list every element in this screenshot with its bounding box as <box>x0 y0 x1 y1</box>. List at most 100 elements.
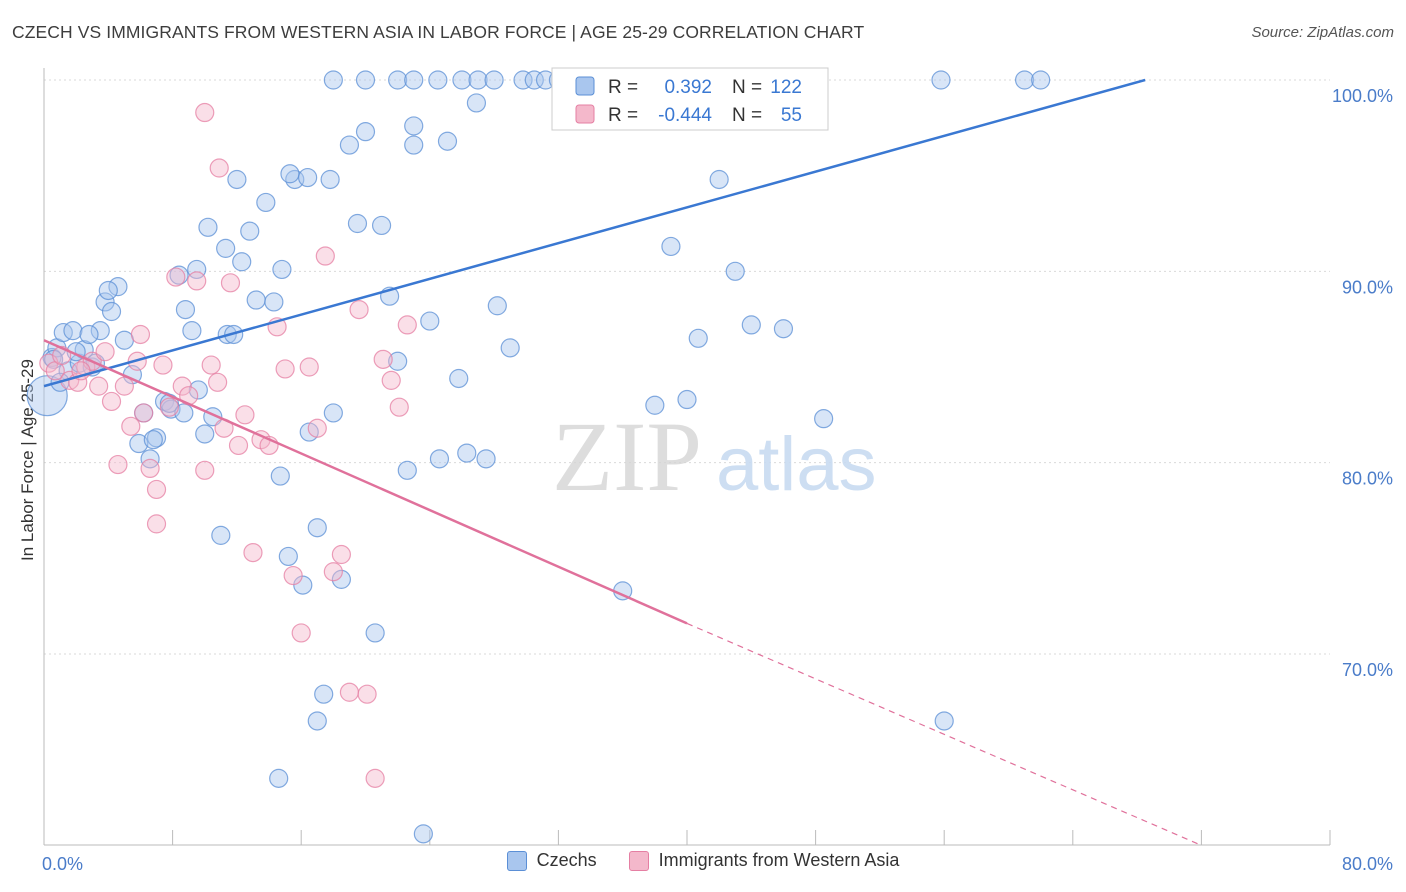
western-asia-point <box>339 682 360 702</box>
czech-point <box>53 322 73 343</box>
x-tick-label-max: 80.0% <box>1342 854 1393 874</box>
czech-point <box>270 466 290 486</box>
czech-point <box>677 389 697 410</box>
czech-point <box>449 368 469 389</box>
czech-point <box>339 135 360 155</box>
czech-point <box>404 116 424 136</box>
legend-item-czechs[interactable]: Czechs <box>506 850 597 871</box>
czech-point <box>188 380 208 400</box>
czech-point <box>95 292 115 312</box>
western-asia-point <box>101 391 122 412</box>
czech-point <box>645 395 665 415</box>
western-asia-point <box>397 315 417 335</box>
source-label: Source: ZipAtlas.com <box>1251 24 1394 41</box>
czech-point <box>468 70 488 90</box>
czech-point <box>143 430 163 450</box>
watermark-atlas: atlas <box>716 422 877 507</box>
western-asia-point <box>299 357 319 377</box>
legend-label-czechs: Czechs <box>536 850 597 870</box>
czech-point <box>388 351 408 371</box>
czech-point <box>169 265 189 285</box>
czech-point <box>101 301 122 322</box>
czech-point <box>280 164 300 184</box>
western-asia-point <box>187 271 207 291</box>
czech-point <box>187 259 207 280</box>
czech-point <box>413 824 433 844</box>
y-tick-label-100: 100.0% <box>1332 86 1393 106</box>
czech-point <box>98 280 118 301</box>
stats-legend-box <box>551 67 829 131</box>
x-tick-label-min: 0.0% <box>42 854 83 874</box>
bottom-legend: Czechs Immigrants from Western Asia <box>0 850 1406 871</box>
legend-item-western-asia[interactable]: Immigrants from Western Asia <box>628 850 900 871</box>
czech-point <box>323 70 343 90</box>
western-asia-point <box>209 158 229 178</box>
czech-point <box>90 321 110 341</box>
czech-point <box>484 70 504 90</box>
western-asia-point <box>365 768 385 788</box>
czech-point <box>264 292 284 312</box>
czech-point <box>272 259 292 280</box>
western-asia-point <box>331 544 351 565</box>
czech-point <box>216 238 236 258</box>
western-asia-trend-extension <box>686 622 1202 846</box>
czech-point <box>307 518 327 538</box>
czech-point <box>365 623 385 643</box>
stats-n-value-1: 55 <box>781 105 802 126</box>
czech-point <box>371 215 392 236</box>
western-asia-point <box>166 267 186 287</box>
czech-point <box>175 300 196 320</box>
western-asia-point <box>108 454 128 475</box>
czech-point <box>355 122 376 142</box>
czech-point <box>256 192 276 213</box>
western-asia-point <box>146 514 167 534</box>
czech-point <box>428 70 448 90</box>
stats-r-value-1: -0.444 <box>658 105 712 126</box>
y-tick-label-80: 80.0% <box>1342 469 1393 489</box>
western-asia-point <box>140 458 160 479</box>
legend-label-western-asia: Immigrants from Western Asia <box>658 850 900 870</box>
czech-point <box>314 684 334 704</box>
stats-swatch-0 <box>575 76 595 96</box>
western-asia-point <box>208 372 228 392</box>
czech-point <box>63 321 83 341</box>
czech-point <box>457 443 477 463</box>
western-asia-point <box>381 370 401 390</box>
czech-point <box>404 135 424 155</box>
czech-point <box>108 277 128 297</box>
western-asia-point <box>373 349 393 369</box>
czech-trend-line <box>43 78 1146 388</box>
czech-point <box>397 460 417 480</box>
western-asia-point <box>235 405 255 425</box>
czech-point <box>429 449 450 469</box>
western-asia-point <box>389 397 409 417</box>
czech-point <box>1014 70 1035 90</box>
stats-r-value-0: 0.392 <box>664 77 712 98</box>
czech-point <box>246 290 266 310</box>
western-asia-point <box>243 542 263 563</box>
legend-swatch-western-asia <box>628 850 649 871</box>
czech-point <box>79 324 99 345</box>
czech-point <box>437 131 458 151</box>
western-asia-point <box>121 416 141 436</box>
y-tick-label-70: 70.0% <box>1342 660 1393 680</box>
czech-point <box>278 546 298 567</box>
czech-point <box>146 428 167 448</box>
stats-n-label-0: N = <box>732 77 762 98</box>
western-asia-point <box>228 435 249 456</box>
czech-point <box>298 167 318 188</box>
chart-title: CZECH VS IMMIGRANTS FROM WESTERN ASIA IN… <box>12 22 865 42</box>
czech-point <box>269 768 289 788</box>
western-asia-point <box>89 376 109 396</box>
czech-point <box>182 321 202 341</box>
czech-point <box>198 217 218 237</box>
western-asia-point <box>114 376 134 396</box>
western-asia-point <box>323 562 343 582</box>
stats-n-value-0: 122 <box>770 77 802 98</box>
czech-point <box>320 169 340 190</box>
czech-point <box>347 213 368 234</box>
western-asia-trend-line <box>43 339 688 625</box>
czech-point <box>1031 70 1051 90</box>
western-asia-point <box>172 376 192 396</box>
